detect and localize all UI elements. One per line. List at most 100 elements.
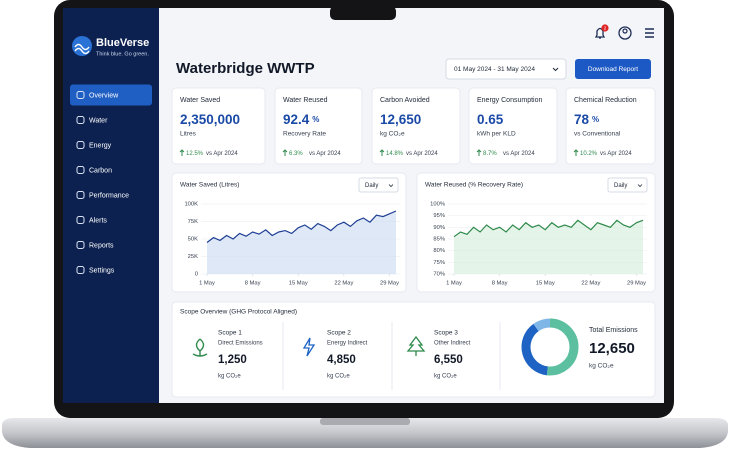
kpi-sub: Litres [180, 131, 197, 138]
menu-button[interactable] [645, 28, 654, 38]
kpi-number: 12,650 [380, 112, 421, 127]
total-title: Total Emissions [589, 327, 638, 334]
menu-item[interactable]: Overview [70, 84, 152, 106]
menu-item[interactable]: Performance [76, 191, 129, 200]
date-box [445, 58, 567, 80]
line [206, 210, 397, 243]
download-button[interactable]: Download Report [575, 59, 651, 79]
kpi-label: Water Reused [283, 97, 328, 104]
x-tick-label: 22 May [581, 281, 600, 287]
logo-waves [74, 43, 90, 55]
kpi-label: Energy Consumption [477, 97, 542, 104]
kpi-unit: % [592, 115, 599, 124]
up-arrow [282, 149, 288, 156]
y-tick-label: 90% [433, 225, 445, 231]
y-tick-label: 0 [195, 272, 198, 278]
x-tick-label: 8 May [245, 281, 261, 287]
menu-icon [76, 216, 85, 224]
x-tick-label: 22 May [334, 281, 353, 287]
kpi-compare: vs Apr 2024 [600, 151, 632, 157]
dropdown-box [607, 177, 648, 193]
scope-title: Scope Overview (GHG Protocol Aligned) [180, 309, 297, 316]
user-head [622, 28, 628, 34]
menu: Overview Water Energy Carbon Performance Aler… [70, 84, 152, 275]
scope-icon-energy [302, 337, 316, 357]
kpi-number: 0.65 [477, 112, 504, 127]
scope-value: 6,550 [434, 354, 463, 366]
user-button[interactable] [618, 26, 632, 40]
y-tick-label: 70% [433, 272, 445, 278]
x-tick-label: 15 May [536, 281, 555, 287]
notification-bell[interactable]: 2 [594, 24, 609, 39]
chevron [637, 184, 643, 188]
chart-card: Water Reused (% Recovery Rate) Daily 70% 75… [416, 172, 656, 293]
badge [601, 24, 609, 32]
card-bg [171, 87, 266, 165]
menu-label: Settings [89, 267, 115, 274]
menu-item[interactable]: Carbon [76, 166, 112, 175]
scope-card [171, 301, 656, 398]
kpi-compare: vs Apr 2024 [206, 151, 238, 157]
x-tick-label: 29 May [627, 281, 646, 287]
menu-label: Alerts [89, 217, 107, 224]
kpi-label: Carbon Avoided [380, 97, 430, 104]
kpi-change: 6.3% [289, 151, 303, 157]
donut-segment [521, 323, 549, 376]
menu-icon [76, 116, 85, 124]
x-tick-label: 15 May [289, 281, 308, 287]
menu-item[interactable]: Settings [76, 266, 115, 275]
kpi-label: Chemical Reduction [574, 97, 637, 104]
scope-unit: kg CO₂e [327, 374, 350, 380]
kpi-sub: kg CO₂e [380, 131, 405, 138]
total-value: 12,650 [589, 340, 635, 357]
card-bg [371, 87, 461, 165]
chart-title: Water Reused (% Recovery Rate) [425, 182, 523, 189]
kpi-change: 10.2% [580, 151, 598, 157]
kpi-value: 78% [574, 112, 599, 127]
kpi-card: Carbon Avoided 12,650 kg CO₂e 14.8% vs Apr 2… [371, 87, 461, 165]
menu-label: Carbon [89, 167, 112, 174]
date-picker[interactable]: 01 May 2024 - 31 May 2024 [445, 58, 567, 80]
button-label: Download Report [588, 66, 638, 73]
kpi-change: 8.7% [483, 151, 497, 157]
period-dropdown[interactable]: Daily [358, 177, 399, 193]
menu-label: Water [89, 117, 108, 124]
button-bg [575, 59, 651, 79]
scope-unit: kg CO₂e [218, 374, 241, 380]
x-tick-label: 8 May [492, 281, 508, 287]
scope-unit: kg CO₂e [434, 374, 457, 380]
kpi-sub: vs Conventional [574, 131, 621, 138]
menu-item[interactable]: Reports [76, 241, 114, 250]
laptop-notch [320, 418, 410, 425]
tagline: Think blue. Go green. [96, 51, 149, 57]
menu-icon [76, 166, 85, 174]
donut-segment [546, 318, 579, 376]
line [453, 219, 644, 238]
total-unit: kg CO₂e [589, 363, 614, 370]
kpi-compare: vs Apr 2024 [406, 151, 438, 157]
menu-item[interactable]: Water [76, 116, 108, 125]
x-tick-label: 1 May [199, 281, 215, 287]
dropdown-label: Daily [365, 183, 378, 189]
menu-item[interactable]: Alerts [76, 216, 107, 225]
scope-name: Scope 1 [218, 330, 242, 337]
kpi-unit: % [312, 115, 319, 124]
menu-label: Reports [89, 242, 114, 249]
menu-label: Performance [89, 192, 129, 199]
card-bg [274, 87, 363, 165]
period-dropdown[interactable]: Daily [607, 177, 648, 193]
scope-value: 4,850 [327, 354, 356, 366]
menu-icon [76, 191, 85, 199]
card-bg [565, 87, 656, 165]
dropdown-box [358, 177, 399, 193]
up-arrow [573, 149, 579, 156]
kpi-sub: Recovery Rate [283, 131, 326, 138]
kpi-value: 0.65 [477, 112, 504, 127]
y-tick-label: 75K [188, 219, 198, 225]
menu-icon [76, 141, 85, 149]
sidebar [63, 8, 159, 403]
menu-item[interactable]: Energy [76, 141, 112, 150]
area [207, 211, 396, 274]
menu-icon [76, 241, 85, 249]
